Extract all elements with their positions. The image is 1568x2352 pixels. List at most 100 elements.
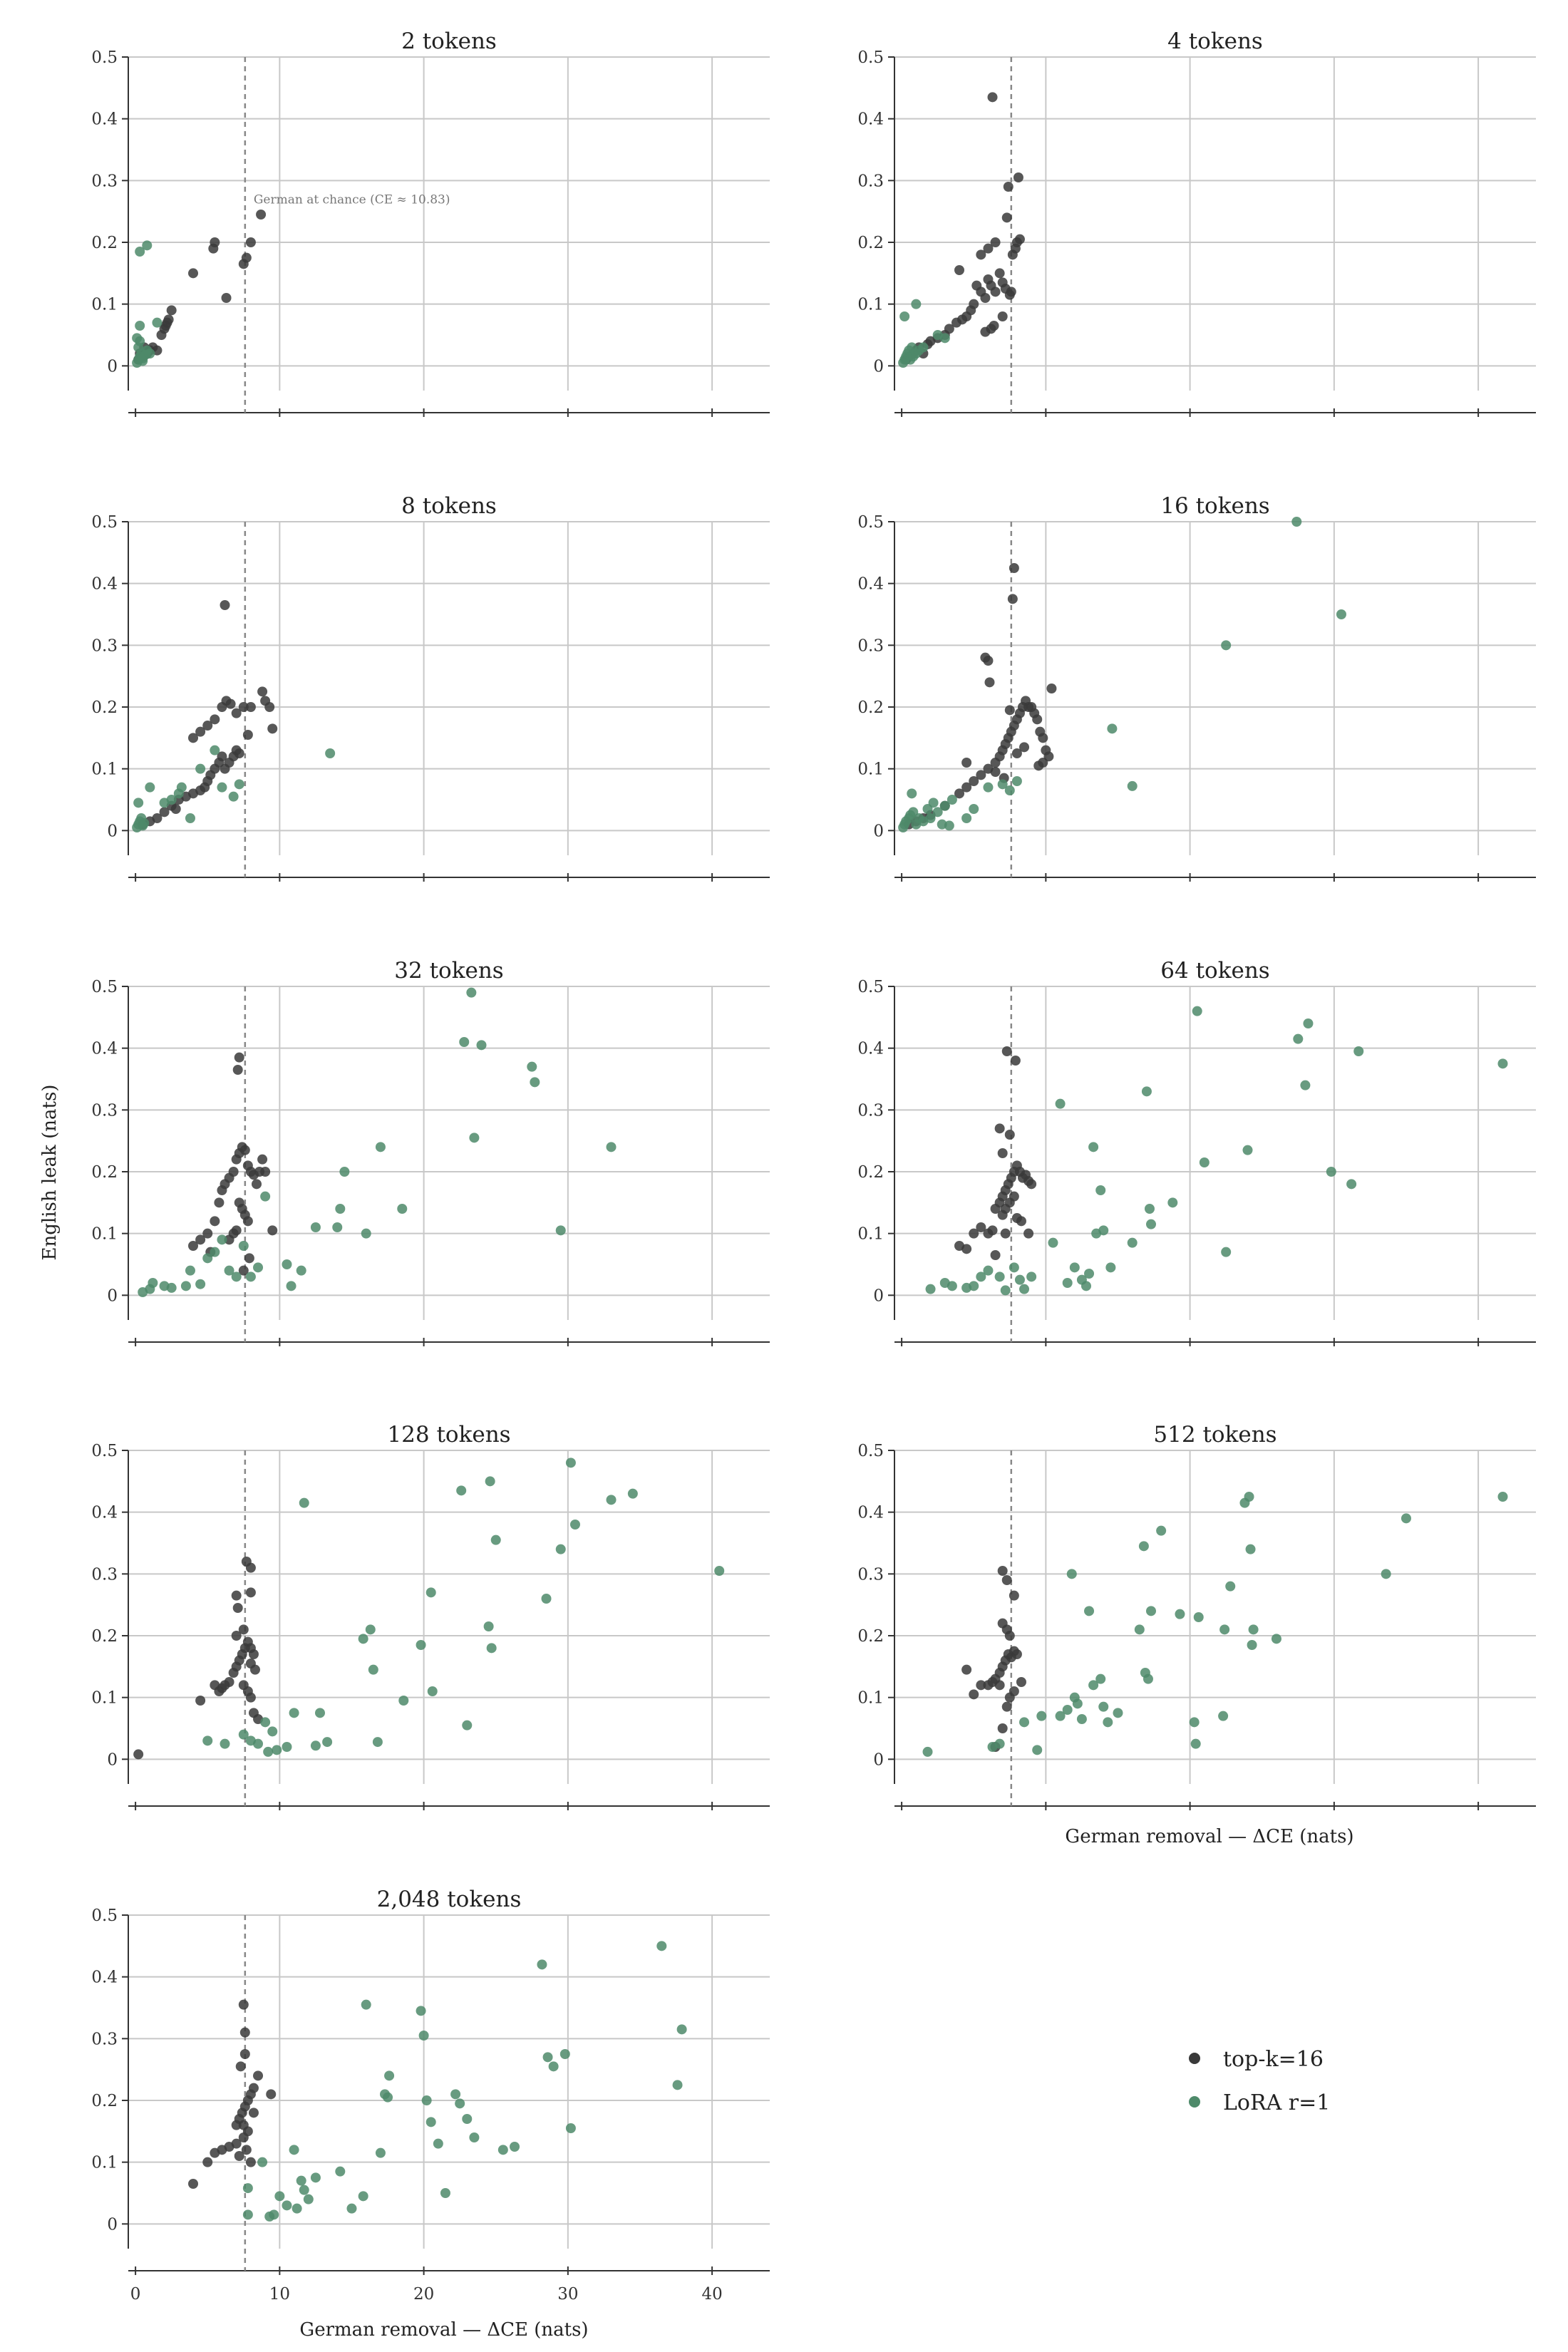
point-lora	[242, 2209, 253, 2220]
point-topk	[1038, 758, 1048, 768]
point-lora	[1193, 1612, 1204, 1622]
point-lora	[195, 1279, 206, 1289]
point-topk	[231, 708, 242, 718]
point-topk	[1007, 594, 1018, 604]
y-tick-label: 0.2	[857, 234, 884, 252]
point-topk	[1009, 563, 1019, 573]
point-topk	[976, 1222, 986, 1232]
y-tick-label: 0.4	[91, 1969, 118, 1987]
y-tick-label: 0.2	[857, 1163, 884, 1182]
y-tick-label: 0.3	[857, 1565, 884, 1584]
point-topk	[256, 210, 267, 220]
point-lora	[231, 1272, 242, 1282]
point-lora	[299, 2185, 309, 2195]
point-topk	[210, 237, 220, 247]
x-tick-label: 40	[701, 2285, 722, 2304]
point-topk	[238, 1265, 249, 1276]
point-topk	[1023, 1228, 1034, 1239]
point-topk	[221, 293, 232, 303]
point-topk	[242, 730, 253, 740]
point-topk	[976, 249, 986, 260]
y-tick-label: 0.2	[857, 698, 884, 717]
point-lora	[1019, 1284, 1030, 1294]
point-topk	[984, 677, 995, 688]
point-lora	[210, 745, 220, 755]
point-lora	[1244, 1492, 1254, 1502]
point-lora	[220, 1738, 230, 1749]
y-tick-label: 0.3	[91, 2030, 118, 2048]
point-lora	[145, 349, 155, 359]
point-lora	[565, 1458, 576, 1468]
point-topk	[231, 2138, 242, 2149]
point-topk	[1016, 1677, 1026, 1687]
point-lora	[555, 1544, 566, 1554]
point-topk	[210, 714, 220, 725]
point-lora	[947, 1281, 957, 1291]
y-tick-label: 0.1	[857, 296, 884, 314]
y-tick-label: 0.2	[91, 698, 118, 717]
panel-title: 64 tokens	[1160, 958, 1269, 984]
y-tick-label: 0.4	[857, 110, 884, 129]
point-lora	[555, 1225, 566, 1236]
point-topk	[969, 776, 979, 786]
panel-9: 0 0.1 0.2 0.3 0.4 0.5 0 10 20 30 40 2,048 tokens	[91, 1887, 770, 2304]
point-topk	[248, 1649, 259, 1659]
point-lora	[1291, 517, 1302, 527]
point-lora	[185, 1265, 195, 1276]
point-lora	[267, 1726, 278, 1737]
point-topk	[232, 1065, 243, 1075]
point-lora	[296, 2175, 306, 2186]
point-lora	[418, 2031, 429, 2041]
point-topk	[248, 2108, 259, 2118]
point-lora	[911, 299, 922, 309]
point-lora	[257, 2157, 268, 2167]
y-tick-label: 0.5	[91, 1907, 118, 1925]
point-topk	[1004, 705, 1015, 716]
point-lora	[490, 1535, 501, 1545]
point-lora	[217, 1234, 227, 1245]
point-topk	[234, 1052, 244, 1063]
point-lora	[425, 1587, 436, 1598]
x-tick-label: 0	[130, 2285, 141, 2304]
point-topk	[242, 1216, 253, 1227]
panel-title: 8 tokens	[401, 493, 497, 519]
point-topk	[954, 265, 965, 275]
point-lora	[1032, 1745, 1043, 1755]
panel-title: 4 tokens	[1167, 29, 1263, 54]
y-tick-label: 0.2	[91, 2092, 118, 2110]
legend-marker-topk	[1189, 2053, 1200, 2064]
point-topk	[257, 1154, 268, 1165]
point-topk	[944, 324, 954, 334]
point-lora	[152, 317, 163, 328]
y-tick-label: 0.4	[857, 575, 884, 594]
point-lora	[928, 798, 939, 808]
point-lora	[466, 987, 477, 998]
point-lora	[145, 782, 155, 793]
point-lora	[486, 1643, 497, 1654]
point-lora	[310, 1740, 321, 1751]
point-lora	[1248, 1624, 1259, 1635]
point-topk	[245, 1692, 256, 1703]
y-tick-label: 0.4	[91, 575, 118, 594]
panels-group: 0 0.1 0.2 0.3 0.4 0.5 German at chance (CE ≈ 1…	[91, 29, 1536, 2304]
point-lora	[1192, 1006, 1202, 1016]
point-lora	[714, 1566, 725, 1576]
point-topk	[195, 1234, 206, 1245]
point-lora	[1076, 1714, 1087, 1724]
point-lora	[195, 763, 206, 774]
point-lora	[969, 1281, 979, 1291]
point-lora	[462, 2114, 473, 2124]
y-tick-label: 0	[873, 1286, 884, 1305]
y-tick-label: 0.4	[857, 1040, 884, 1058]
point-lora	[1084, 1269, 1095, 1279]
point-topk	[1001, 1046, 1012, 1056]
point-topk	[239, 2027, 250, 2038]
point-lora	[358, 2191, 368, 2202]
point-lora	[1497, 1492, 1508, 1502]
y-tick-label: 0.5	[91, 513, 118, 532]
point-topk	[248, 2083, 259, 2093]
y-tick-label: 0.1	[857, 1689, 884, 1708]
point-topk	[195, 1696, 206, 1706]
point-topk	[188, 1241, 199, 1251]
y-tick-label: 0.4	[857, 1504, 884, 1522]
